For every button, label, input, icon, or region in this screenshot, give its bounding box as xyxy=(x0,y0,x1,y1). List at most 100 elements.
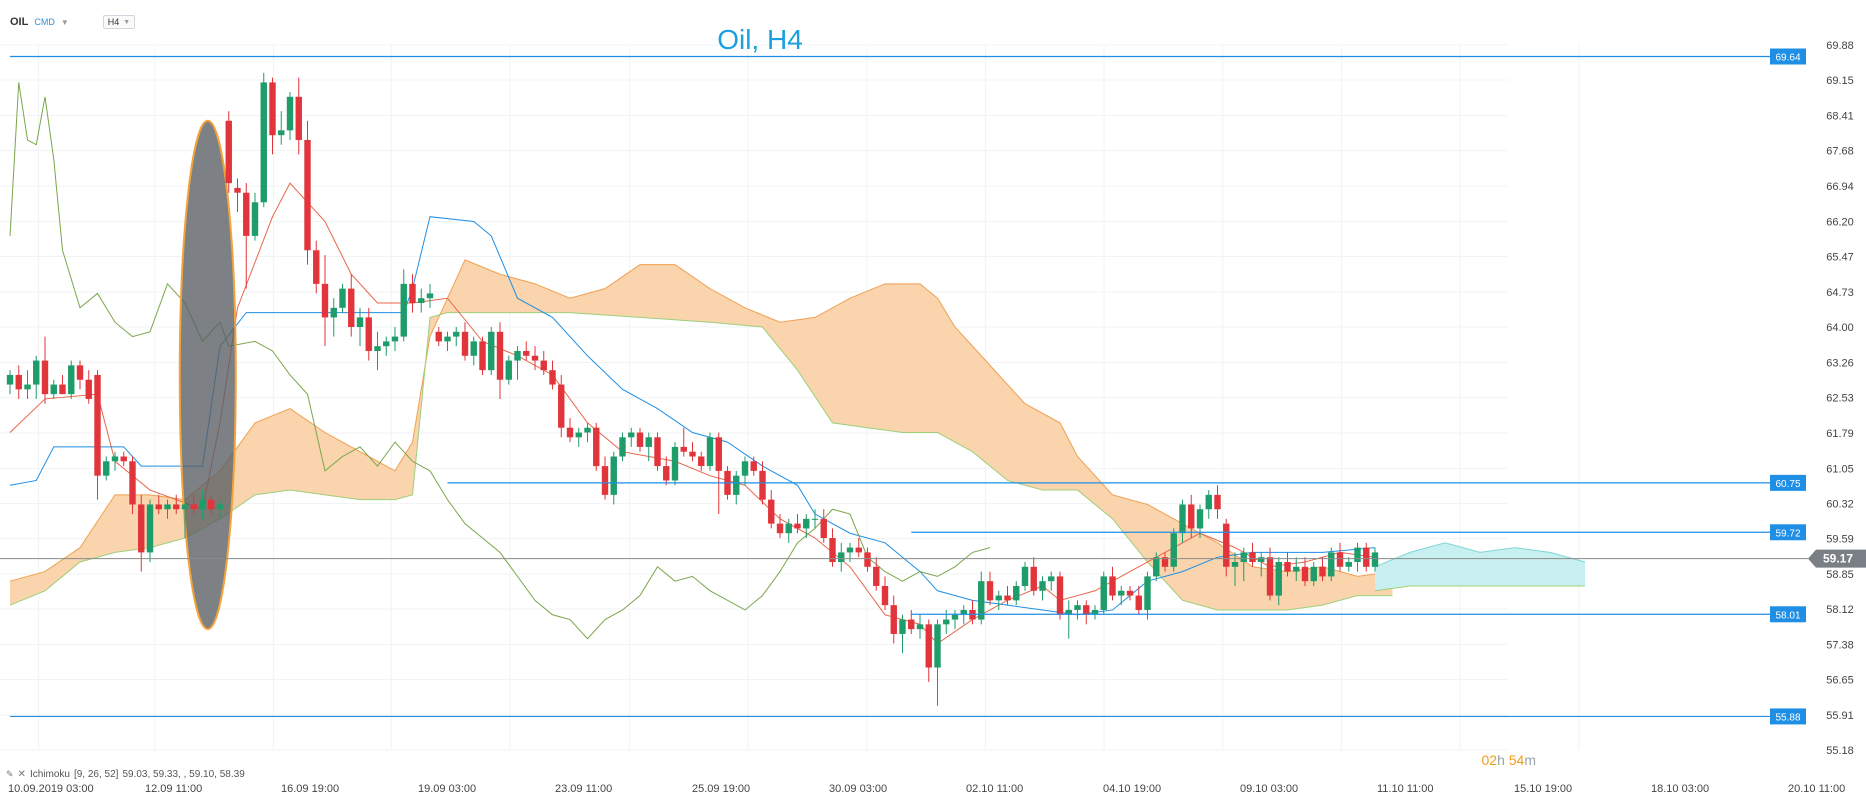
candle xyxy=(514,346,521,380)
candle-body xyxy=(1266,557,1274,596)
candle xyxy=(1153,552,1160,582)
candle xyxy=(1266,547,1274,601)
candle-body xyxy=(173,504,180,510)
candle-body xyxy=(531,355,539,361)
candle xyxy=(129,456,136,515)
candle xyxy=(1030,557,1037,596)
candle xyxy=(558,374,565,438)
candle-body xyxy=(1223,523,1230,567)
candle-body xyxy=(181,504,189,510)
candle xyxy=(164,499,171,519)
candle xyxy=(715,432,722,515)
candle-body xyxy=(1196,509,1204,529)
symbol-dropdown-icon[interactable]: ▼ xyxy=(60,17,69,27)
candle-body xyxy=(190,504,197,510)
candle-body xyxy=(899,619,906,634)
candle xyxy=(916,614,924,639)
y-tick-label: 61.05 xyxy=(1826,463,1854,475)
timeframe-select[interactable]: H4 ▼ xyxy=(102,15,136,29)
candle xyxy=(68,360,75,399)
y-tick-label: 56.65 xyxy=(1826,675,1854,687)
candle-body xyxy=(76,365,84,380)
y-tick-label: 68.41 xyxy=(1826,111,1854,123)
candle-body xyxy=(286,96,294,131)
x-tick-label: 04.10 19:00 xyxy=(1103,783,1161,795)
candle xyxy=(951,609,959,630)
y-tick-label: 64.73 xyxy=(1826,287,1854,299)
candle-body xyxy=(453,331,460,337)
candle xyxy=(1240,547,1247,582)
kumo-cloud-future xyxy=(1375,542,1585,591)
candle-body xyxy=(313,250,320,284)
candle-body xyxy=(776,523,784,534)
y-tick-label: 60.32 xyxy=(1826,498,1854,510)
candle xyxy=(1363,542,1370,572)
kumo-cloud-future-span-b xyxy=(1374,585,1585,592)
candle xyxy=(251,192,259,241)
tenkan-sen-line xyxy=(9,182,1376,645)
candle xyxy=(829,528,836,567)
kumo-cloud-future-span-a xyxy=(1374,542,1586,568)
candle xyxy=(76,360,84,390)
kumo-cloud-span-a xyxy=(9,259,1393,582)
level-tag-label: 59.72 xyxy=(1775,528,1800,539)
indicator-legend: ✎ ✕ Ichimoku [9, 26, 52] 59.03, 59.33, ,… xyxy=(6,769,245,780)
candle xyxy=(1144,571,1151,620)
y-tick-label: 65.47 xyxy=(1826,252,1854,264)
indicator-close-icon[interactable]: ✕ xyxy=(17,769,26,780)
candle xyxy=(50,379,57,399)
symbol-label[interactable]: OIL xyxy=(10,16,29,28)
candle xyxy=(199,490,206,519)
candle-body xyxy=(356,317,364,327)
candle xyxy=(768,490,775,529)
y-tick-label: 63.26 xyxy=(1826,357,1854,369)
candle xyxy=(418,288,425,313)
y-tick-label: 64.00 xyxy=(1826,322,1854,334)
x-tick-label: 30.09 03:00 xyxy=(829,783,887,795)
candle-body xyxy=(593,427,600,467)
candle-body xyxy=(706,437,714,467)
candle-body xyxy=(873,566,880,586)
y-tick-label: 66.94 xyxy=(1826,181,1854,193)
candle xyxy=(234,178,241,212)
candle-body xyxy=(496,331,504,380)
candle-body xyxy=(426,293,434,299)
candle xyxy=(1205,490,1212,519)
candle xyxy=(278,111,285,145)
candle xyxy=(1170,528,1177,572)
candle xyxy=(15,365,22,399)
x-tick-label: 18.10 03:00 xyxy=(1651,783,1709,795)
candle-body xyxy=(400,283,407,337)
candle-body xyxy=(1144,576,1151,610)
candle-body xyxy=(549,370,556,385)
candle-body xyxy=(1118,590,1125,596)
candle-body xyxy=(120,456,127,462)
candle-body xyxy=(934,624,941,668)
x-tick-label: 11.10 11:00 xyxy=(1377,783,1433,795)
candle-body xyxy=(348,288,355,327)
candle-body xyxy=(1363,547,1370,567)
x-tick-label: 10.09.2019 03:00 xyxy=(8,783,94,795)
x-tick-label: 02.10 11:00 xyxy=(966,783,1023,795)
x-tick-label: 23.09 11:00 xyxy=(555,783,612,795)
candle xyxy=(1100,571,1107,615)
indicator-settings-icon[interactable]: ✎ xyxy=(6,769,14,779)
candle xyxy=(943,609,950,634)
chart-title: Oil, H4 xyxy=(717,24,803,55)
candle xyxy=(628,427,635,447)
candle-body xyxy=(1109,576,1116,596)
candle xyxy=(1039,576,1046,601)
candle-body xyxy=(864,552,871,567)
candle-body xyxy=(645,437,652,447)
candle xyxy=(304,120,311,265)
x-tick-label: 16.09 19:00 xyxy=(281,783,339,795)
chevron-down-icon: ▼ xyxy=(123,18,131,26)
candle xyxy=(111,451,119,471)
candle xyxy=(1336,542,1344,572)
indicator-params: [9, 26, 52] xyxy=(73,769,119,780)
candle xyxy=(391,327,399,351)
candle-body xyxy=(978,581,985,620)
chart-toolbar: OIL CMD ▼ H4 ▼ xyxy=(10,12,136,32)
level-tag-label: 58.01 xyxy=(1775,610,1800,621)
